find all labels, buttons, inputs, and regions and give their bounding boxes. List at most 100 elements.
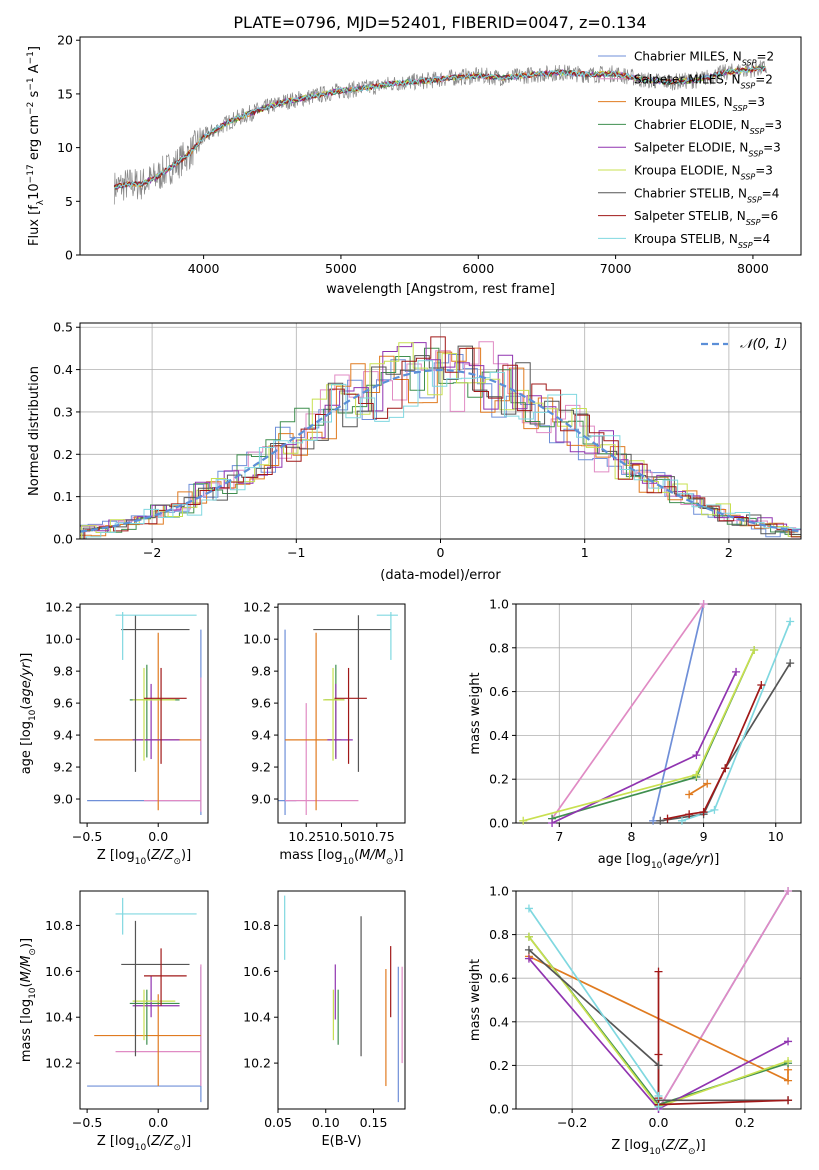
legend-label: Chabrier MILES, NSSP=2 [634,50,774,68]
legend-count: =4 [753,232,771,246]
y-tick-label: 9.2 [251,760,271,775]
y-tick-label: 20 [57,33,73,48]
data-point [786,617,795,626]
label-part: age/yr [667,852,710,867]
data-point [677,816,686,825]
data-point [524,904,533,913]
y-tick-label: 9.8 [53,664,73,679]
chart-age-vs-z: −0.5 0.09.09.29.49.69.810.010.2Z [log10(Z… [19,600,209,867]
x-tick-label: 10.25 [288,829,324,844]
label-part: ⊙ [173,857,181,867]
y-tick-label: 0.3 [53,404,73,419]
legend-label: Salpeter ELODIE, NSSP=3 [634,141,781,159]
label-part: A [27,64,42,77]
y-tick-label: 15 [57,86,73,101]
x-tick-label: 9 [700,829,708,844]
legend-count: =2 [755,72,773,86]
label-part: ] [27,46,42,51]
label-part: Z/Z [150,1134,174,1149]
label-part: ⊙ [173,1143,181,1153]
x-tick-label: −0.2 [557,1115,587,1130]
axes-frame [79,36,802,256]
data-point [685,810,694,819]
data-point [685,790,694,799]
legend-count: =4 [762,186,780,200]
hist-chabrier-miles [80,354,795,538]
label-part: M/M [19,956,34,983]
data-point [784,1076,793,1085]
y-tick-label: 10.4 [45,1010,73,1025]
plot-area [113,60,767,205]
label-part: ⊙ [688,1147,696,1157]
label-part: ⊙ [28,948,38,956]
label-part: ( [19,705,34,710]
x-tick-label: 0.0 [148,829,168,844]
hist-kroupa-stelib [85,360,801,539]
y-tick-label: 0.2 [489,1058,509,1073]
data-point [699,808,708,817]
x-axis-label: E(B-V) [321,1134,361,1149]
axes-frame [515,603,802,824]
hist-kroupa-elodie [81,342,801,539]
y-tick-label: 0.2 [53,447,73,462]
legend-sub: SSP [733,104,748,113]
y-tick-label: 0 [65,248,73,263]
label-part: λ [36,199,46,205]
y-tick-label: 9.6 [53,696,73,711]
x-tick-label: 8000 [737,261,769,276]
label-part: age/yr [19,661,34,704]
data-point [721,764,730,773]
data-point [784,1037,793,1046]
chart-mass-weight-vs-z: −0.2 0.0 0.2 0.0 0.2 0.4 0.6 0.8 1.0 Z [log10(Z/Z… [468,884,802,1157]
label-part: ( [19,982,34,987]
label-part: Z [log [97,1134,135,1149]
y-tick-label: 10.8 [243,918,271,933]
y-tick-label: 0.5 [53,320,73,335]
y-tick-label: 9.4 [53,728,73,743]
label-part: 10 [27,183,42,200]
y-tick-label: 10.2 [243,600,271,615]
legend-name: Kroupa ELODIE, N [634,164,741,178]
y-tick-label: 0.0 [489,816,509,831]
data-point [732,667,741,676]
legend-count: =2 [756,50,774,64]
label-part: M/M [359,848,386,863]
x-tick-label: 10 [768,829,784,844]
x-tick-label: −0.5 [72,829,102,844]
x-tick-label: 10.75 [359,829,395,844]
label-part: ( [661,1138,666,1153]
legend-name: Salpeter MILES, N [634,72,741,86]
x-tick-label: 5000 [325,261,357,276]
data-point [786,659,795,668]
legend-label: Salpeter MILES, NSSP=2 [634,72,773,90]
x-tick-label: 2 [725,545,733,560]
data-point [750,645,759,654]
axes-frame [277,890,406,1110]
legend-count: =3 [747,95,765,109]
y-tick-label: 1.0 [489,597,509,612]
y-tick-label: 0.2 [489,772,509,787]
x-tick-label: 0 [437,545,445,560]
x-tick-label: 6000 [462,261,494,276]
label-part: Z [log [611,1138,649,1153]
series-line [667,684,763,820]
label-part: )] [709,852,719,867]
y-tick-label: 9.0 [53,792,73,807]
legend-name: Kroupa STELIB, N [634,232,738,246]
y-tick-label: 9.4 [251,728,271,743]
y-tick-label: 10.0 [243,632,271,647]
chart-residual-hist: −2 −1 0 1 2 0.0 0.1 0.2 0.3 0.4 0.5 𝒩(0, 1) (data-mo… [27,320,802,583]
data-point [654,1102,663,1111]
axes-frame [79,890,209,1110]
y-tick-label: 0.8 [489,927,509,942]
x-axis-label: Z [log10(Z/Z⊙)] [611,1138,705,1157]
y-tick-label: 0.6 [489,684,509,699]
plot-area [284,895,403,1103]
plot-area [80,323,801,539]
model-line-kroupa-stelib [114,66,766,189]
legend-label: Kroupa STELIB, NSSP=4 [634,232,770,250]
x-axis-label: (data-model)/error [380,568,501,583]
x-tick-label: 0.0 [148,1115,168,1130]
y-tick-label: 10.8 [45,918,73,933]
